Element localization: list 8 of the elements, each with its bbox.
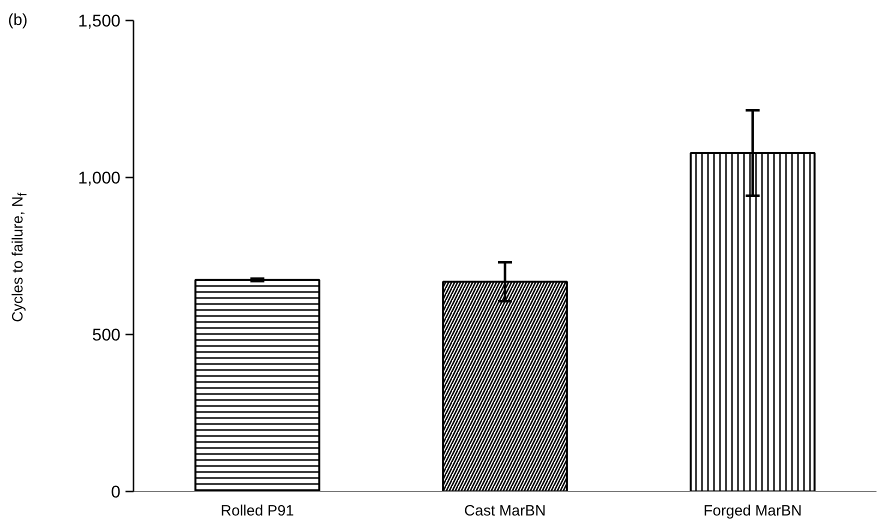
y-tick-label: 1,000 [78, 168, 121, 188]
y-tick-label: 500 [92, 326, 121, 344]
text: (b) [8, 11, 28, 31]
x-tick-label: Forged MarBN [703, 502, 802, 520]
x-tick-label: Rolled P91 [220, 502, 294, 520]
y-tick-label: 0 [111, 482, 121, 502]
y-tick-label: 1,500 [78, 12, 121, 30]
x-tick-label: Cast MarBN [464, 502, 546, 520]
